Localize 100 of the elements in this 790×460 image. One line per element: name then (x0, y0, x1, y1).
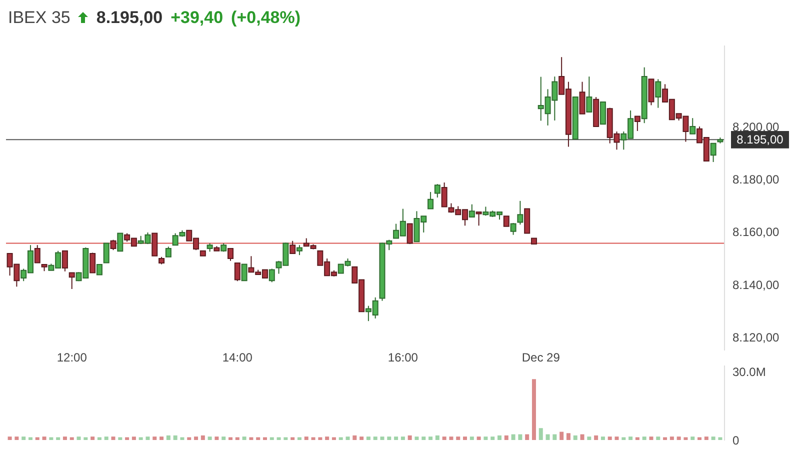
candlestick (117, 232, 124, 252)
bar (622, 437, 626, 440)
candlestick (586, 76, 592, 113)
bar (42, 436, 46, 440)
bar (8, 436, 12, 440)
candlestick (103, 242, 110, 264)
candlestick (110, 239, 116, 251)
candlestick (468, 204, 475, 218)
bar (262, 437, 267, 440)
bar (490, 436, 495, 440)
bar (408, 435, 412, 440)
bar (552, 434, 557, 440)
bar (435, 435, 440, 440)
bar (373, 436, 378, 440)
bar (194, 436, 198, 440)
candlestick (96, 264, 102, 276)
x-tick-label: 12:00 (56, 350, 88, 364)
y-tick-label: 8.180,00 (732, 172, 780, 187)
bar (414, 436, 419, 440)
bar (698, 437, 702, 440)
bar (152, 436, 157, 440)
bar (214, 436, 219, 440)
bar (525, 434, 530, 440)
bar (380, 436, 384, 440)
bar (608, 436, 612, 440)
bar (160, 436, 164, 440)
y-tick-label: 8.160,00 (732, 225, 780, 240)
bar (256, 437, 260, 440)
candlestick (476, 211, 482, 226)
bar (463, 436, 468, 440)
text: +39,40 (170, 8, 224, 28)
candlestick (268, 268, 275, 283)
candlestick (406, 223, 413, 245)
bar (49, 437, 54, 440)
bar (649, 436, 654, 440)
y-tick-label: 8.120,00 (732, 330, 780, 344)
bar (587, 436, 592, 440)
bar (352, 435, 357, 440)
candlestick (90, 252, 96, 274)
candlestick (648, 78, 654, 106)
bar (538, 428, 543, 440)
bar (297, 437, 302, 440)
candlestick (62, 250, 68, 272)
candlestick (579, 81, 586, 114)
bar (28, 437, 32, 440)
bar (138, 437, 143, 440)
candlestick (634, 116, 640, 132)
bar (235, 437, 240, 440)
bar (484, 436, 488, 440)
bar (676, 436, 681, 440)
bar (470, 436, 474, 440)
candlestick (241, 264, 248, 282)
bar (132, 436, 136, 440)
bar (111, 436, 116, 440)
candlestick (296, 244, 302, 256)
bar (90, 436, 95, 440)
bar (173, 435, 178, 440)
y-tick-label: 0 (732, 434, 740, 448)
ref-line-label: 8.195,00 (736, 132, 784, 147)
candlestick (710, 142, 716, 163)
bar (360, 436, 364, 440)
bar (242, 436, 246, 440)
bar (70, 437, 74, 440)
y-tick-label: 8.200,00 (732, 120, 780, 134)
chart-title: IBEX 35 (8, 8, 70, 28)
candlestick (34, 244, 40, 264)
bar (628, 436, 633, 440)
bar (580, 434, 584, 440)
bar (125, 437, 130, 440)
bar (476, 436, 481, 440)
bar (270, 437, 274, 440)
bar (304, 436, 308, 440)
bar (311, 437, 316, 440)
bar (14, 436, 19, 440)
x-tick-label: 14:00 (222, 350, 253, 364)
bar (318, 437, 322, 440)
bar (614, 436, 619, 440)
candlestick (600, 102, 606, 125)
candlestick (690, 118, 696, 134)
bar (704, 436, 708, 440)
bar (387, 436, 392, 440)
bar (504, 435, 508, 440)
bar (642, 436, 646, 440)
bar (511, 434, 516, 440)
candlestick (655, 78, 662, 108)
x-tick-label: 16:00 (388, 350, 418, 364)
bar (663, 437, 668, 440)
bar (118, 437, 122, 440)
candlestick (517, 200, 524, 226)
bar (104, 436, 108, 440)
bar (249, 437, 254, 440)
candlestick (290, 240, 296, 254)
bar (97, 437, 102, 440)
candlestick (428, 191, 434, 210)
bar (222, 436, 226, 440)
bar (670, 436, 674, 440)
bar (656, 436, 660, 440)
candlestick (68, 272, 75, 290)
bar (346, 436, 350, 440)
bar (635, 437, 640, 440)
